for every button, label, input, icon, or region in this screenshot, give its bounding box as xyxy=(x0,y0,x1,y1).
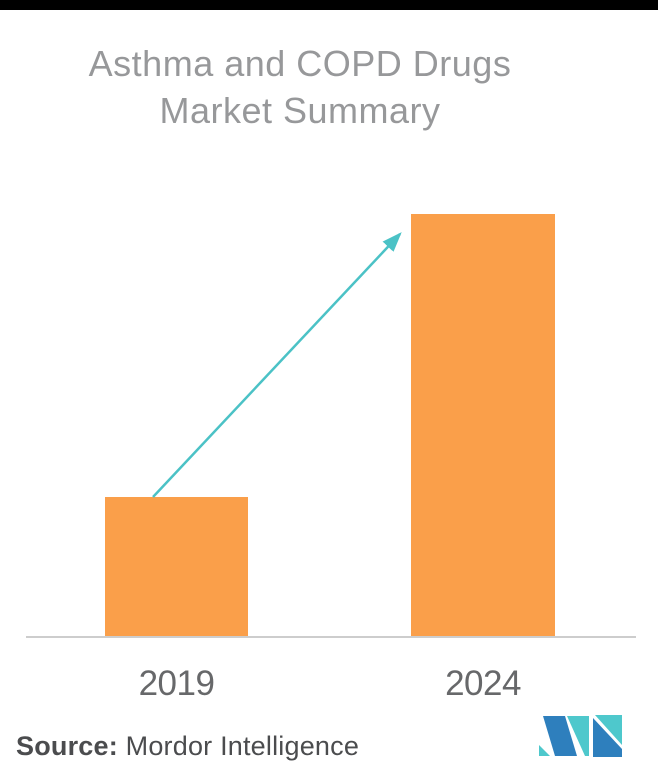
source-attribution: Source: Mordor Intelligence xyxy=(16,731,359,762)
x-axis-line xyxy=(26,636,636,638)
source-value: Mordor Intelligence xyxy=(125,731,360,761)
top-border-bar xyxy=(0,0,658,10)
source-label: Source: xyxy=(16,731,118,761)
logo-right-top-triangle xyxy=(595,715,622,745)
bar-2024 xyxy=(411,214,555,637)
trend-arrow-line xyxy=(152,232,402,498)
mordor-intelligence-logo-icon xyxy=(539,715,622,757)
logo-left-stroke xyxy=(543,716,577,756)
bar-2019 xyxy=(105,497,248,637)
x-tick-label-2019: 2019 xyxy=(138,664,215,703)
trend-arrow xyxy=(152,232,402,498)
chart-title-line1: Asthma and COPD Drugs xyxy=(88,43,512,84)
logo-foot-triangle xyxy=(539,745,550,756)
chart-title-line2: Market Summary xyxy=(159,90,441,131)
x-tick-label-2024: 2024 xyxy=(445,664,521,703)
logo-right-bottom-stroke xyxy=(593,718,622,757)
chart-title: Asthma and COPD Drugs Market Summary xyxy=(0,40,600,134)
logo-middle-stroke xyxy=(567,716,589,756)
